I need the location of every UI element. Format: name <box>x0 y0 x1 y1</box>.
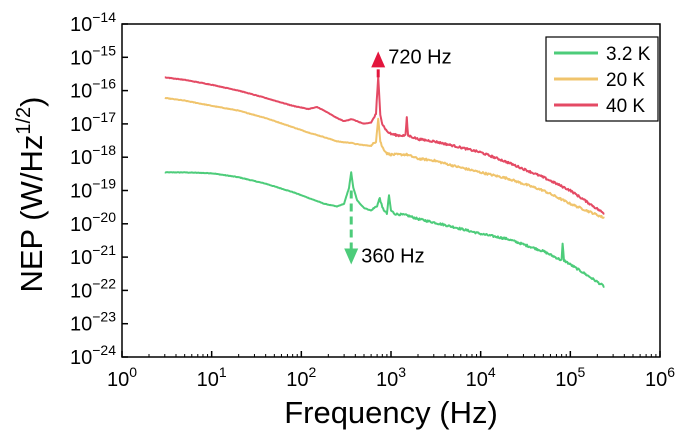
legend-label-2: 40 K <box>606 96 645 117</box>
y-tick-label: 10−17 <box>70 109 116 136</box>
legend-label-1: 20 K <box>606 70 645 91</box>
series-line-1 <box>164 96 605 219</box>
y-tick-label: 10−16 <box>70 76 116 103</box>
x-tick-label: 105 <box>555 364 585 391</box>
x-axis-ticks: 100 101 102 103 104 105 106 <box>107 351 675 391</box>
y-tick-label: 10−20 <box>70 209 116 236</box>
y-tick-label: 10−21 <box>70 242 116 269</box>
y-tick-label: 10−22 <box>70 275 116 302</box>
x-tick-label: 103 <box>376 364 406 391</box>
y-tick-label: 10−18 <box>70 142 116 169</box>
y-axis-ticks: 10−24 10−23 10−22 10−21 10−20 10−19 10−18 10−17… <box>70 9 128 369</box>
annotation-label-1: 360 Hz <box>361 245 424 267</box>
x-tick-label: 104 <box>466 364 496 391</box>
legend-label-0: 3.2 K <box>606 44 651 65</box>
x-tick-label: 102 <box>286 364 316 391</box>
y-tick-label: 10−24 <box>70 342 116 369</box>
y-axis-title: NEP (W/Hz1/2) <box>13 96 49 292</box>
annotation-arrow-head-0 <box>371 51 386 68</box>
x-axis-title: Frequency (Hz) <box>284 395 498 430</box>
series-line-0 <box>164 171 605 288</box>
annotation-label-0: 720 Hz <box>388 46 451 68</box>
x-tick-label: 106 <box>645 364 675 391</box>
legend: 3.2 K 20 K 40 K <box>545 36 659 122</box>
y-tick-label: 10−23 <box>70 309 116 336</box>
annotations-group: 720 Hz 360 Hz <box>344 46 452 267</box>
y-tick-label: 10−15 <box>70 42 116 69</box>
series-group <box>164 75 605 288</box>
y-tick-label: 10−19 <box>70 176 116 203</box>
annotation-arrow-head-1 <box>344 248 359 265</box>
x-tick-label: 101 <box>197 364 227 391</box>
series-line-2 <box>164 75 605 215</box>
x-tick-label: 100 <box>107 364 137 391</box>
y-tick-label: 10−14 <box>70 9 116 36</box>
